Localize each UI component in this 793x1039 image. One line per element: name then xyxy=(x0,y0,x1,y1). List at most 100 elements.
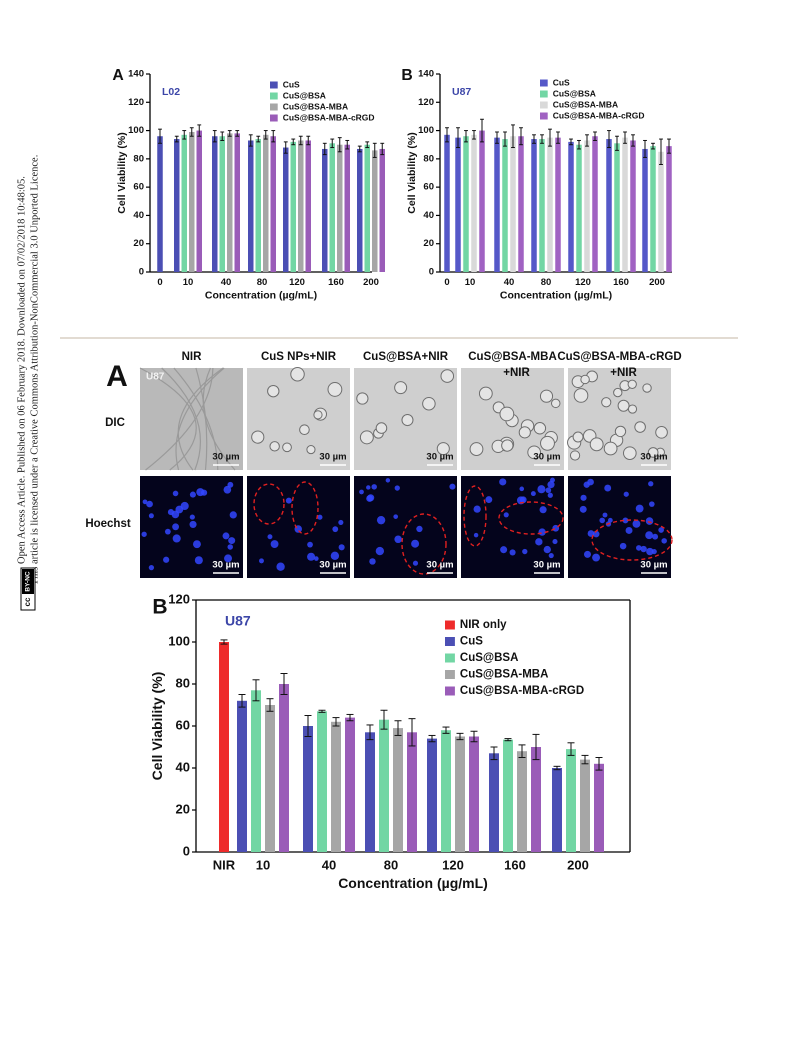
panel-label: A xyxy=(106,360,128,393)
bar xyxy=(594,763,604,852)
bar xyxy=(510,136,516,272)
dic-cell xyxy=(623,446,637,460)
bar xyxy=(642,148,648,272)
legend-swatch xyxy=(540,79,548,87)
dic-cell xyxy=(614,425,627,438)
nucleus xyxy=(394,535,402,544)
nucleus xyxy=(146,500,153,508)
nucleus xyxy=(640,545,647,553)
side-note: Open Access Article. Published on 06 Feb… xyxy=(16,155,40,586)
dic-cell xyxy=(647,447,659,458)
nucleus xyxy=(545,487,552,494)
nucleus xyxy=(543,545,551,554)
dic-cell xyxy=(313,410,323,420)
nucleus xyxy=(619,542,627,550)
bar xyxy=(181,134,187,272)
nucleus xyxy=(602,512,608,518)
y-tick-label: 40 xyxy=(176,759,190,774)
legend-label: CuS@BSA xyxy=(553,88,596,98)
badge-cc: cc xyxy=(23,597,32,606)
nucleus xyxy=(164,528,171,535)
nucleus xyxy=(625,527,633,534)
nucleus xyxy=(332,526,339,533)
legend-swatch xyxy=(445,653,455,663)
dic-cell xyxy=(327,382,343,397)
y-tick-label: 100 xyxy=(128,125,144,136)
bar xyxy=(174,139,180,272)
x-axis-label: Concentration (µg/mL) xyxy=(500,290,612,302)
panel-label: A xyxy=(112,67,123,84)
dic-texture xyxy=(139,367,197,471)
legend-swatch xyxy=(445,686,455,696)
dic-cell xyxy=(572,431,584,443)
nucleus xyxy=(547,481,555,489)
nucleus xyxy=(228,537,236,545)
badge-license: BY-NC xyxy=(25,571,32,592)
legend-label: CuS xyxy=(553,77,570,87)
bar xyxy=(357,148,363,272)
legend-swatch xyxy=(445,670,455,679)
nucleus xyxy=(473,532,479,538)
nucleus xyxy=(604,484,612,492)
nucleus xyxy=(259,558,264,564)
y-tick-label: 120 xyxy=(128,97,144,108)
bar xyxy=(298,140,304,272)
bar xyxy=(344,144,350,272)
dic-cell xyxy=(469,442,484,456)
dic-cell xyxy=(642,383,652,393)
y-tick-label: 40 xyxy=(423,210,434,221)
nucleus xyxy=(148,513,154,519)
nucleus xyxy=(449,483,456,490)
nucleus xyxy=(180,501,189,511)
legend-swatch xyxy=(270,114,278,122)
nucleus xyxy=(651,548,657,555)
bar xyxy=(331,721,341,852)
bar xyxy=(489,753,499,852)
bar xyxy=(463,136,469,272)
nucleus xyxy=(371,484,377,490)
bar xyxy=(580,759,590,852)
nucleus xyxy=(366,485,371,490)
legend-swatch xyxy=(270,92,278,100)
nucleus xyxy=(172,534,181,543)
y-tick-label: 80 xyxy=(423,153,434,164)
bar xyxy=(555,137,561,272)
bar xyxy=(622,137,628,272)
bar xyxy=(372,150,378,272)
bar xyxy=(251,690,261,852)
nucleus xyxy=(393,514,399,519)
dic-texture xyxy=(177,367,224,471)
y-tick-label: 60 xyxy=(423,182,434,193)
cell-line-label: U87 xyxy=(146,372,165,383)
legend-swatch xyxy=(540,112,548,120)
y-tick-label: 0 xyxy=(139,267,144,278)
highlight-ellipse xyxy=(253,483,285,525)
bar xyxy=(337,144,343,272)
dic-cell xyxy=(422,396,436,411)
x-tick-label: 0 xyxy=(444,277,449,288)
highlight-ellipse xyxy=(591,519,673,561)
dic-cell xyxy=(589,437,604,452)
bar xyxy=(531,747,541,852)
dic-cell xyxy=(539,389,554,403)
nucleus xyxy=(648,481,654,487)
bar xyxy=(592,136,598,272)
dic-texture xyxy=(202,367,236,471)
scale-bar-label: 30 µm xyxy=(426,452,453,463)
nucleus xyxy=(227,544,233,550)
bar xyxy=(568,141,574,272)
nucleus xyxy=(592,530,600,538)
x-axis-label: Concentration (µg/mL) xyxy=(338,875,488,891)
bar xyxy=(666,146,672,272)
nucleus xyxy=(276,562,285,571)
nucleus xyxy=(394,485,400,491)
dic-cell xyxy=(634,421,646,433)
scale-bar-label: 30 µm xyxy=(426,560,453,571)
y-tick-label: 0 xyxy=(183,843,190,858)
dic-cell xyxy=(527,445,542,460)
nucleus xyxy=(142,499,148,505)
bar xyxy=(270,136,276,272)
column-label: CuS@BSA+NIR xyxy=(363,351,449,363)
nucleus xyxy=(189,514,195,520)
y-axis-label: Cell Viability (%) xyxy=(406,132,418,214)
